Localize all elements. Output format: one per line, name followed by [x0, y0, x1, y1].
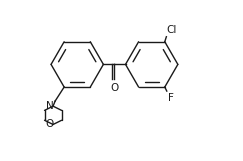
Text: Cl: Cl — [167, 25, 177, 35]
Text: F: F — [168, 93, 174, 103]
Text: N: N — [46, 101, 53, 111]
Text: O: O — [110, 82, 119, 93]
Text: O: O — [45, 119, 53, 129]
